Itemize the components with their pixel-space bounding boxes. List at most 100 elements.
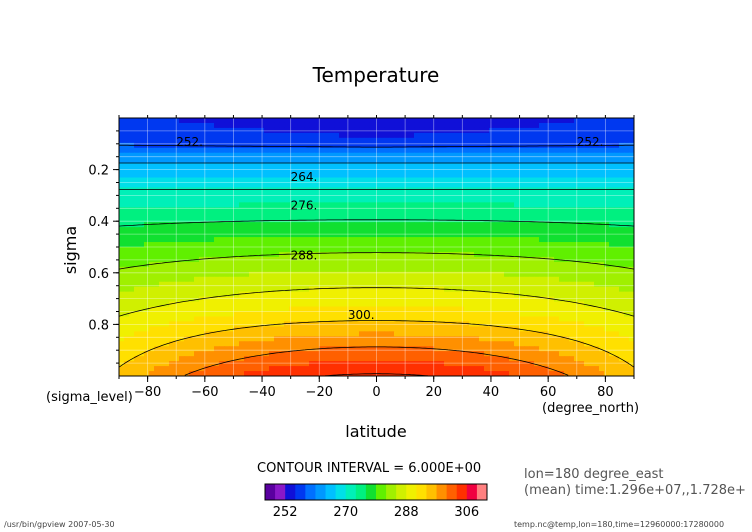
field-cell [514,251,520,258]
field-cell [504,147,510,154]
field-cell [289,202,295,208]
field-cell [564,212,570,218]
field-cell [344,296,350,303]
field-cell [229,316,235,323]
field-cell [189,172,195,179]
field-cell [319,281,325,288]
field-cell [119,227,125,233]
field-cell [334,152,340,159]
field-cell [119,261,125,268]
field-cell [309,157,315,164]
field-cell [509,237,515,243]
field-cell [629,321,634,327]
field-cell [354,118,360,124]
field-cell [559,247,565,253]
field-cell [339,118,345,124]
field-cell [559,167,565,174]
field-cell [209,296,215,303]
field-cell [434,232,440,238]
field-cell [594,118,600,124]
field-cell [199,192,205,198]
field-cell [419,202,425,208]
field-cell [139,152,145,159]
field-cell [219,271,225,278]
field-cell [619,127,625,134]
field-cell [359,256,365,263]
field-cell [304,118,310,124]
field-cell [284,261,290,268]
field-cell [324,152,330,159]
field-cell [249,271,255,278]
field-cell [214,256,220,263]
field-cell [389,316,395,323]
field-cell [574,157,580,164]
field-cell [584,251,590,258]
field-cell [219,306,225,313]
field-cell [454,316,460,323]
field-cell [499,197,505,203]
field-cell [299,261,305,268]
field-cell [369,331,375,337]
field-cell [484,217,490,223]
field-cell [519,291,525,298]
field-cell [234,336,240,342]
field-cell [224,242,230,248]
field-cell [399,132,405,139]
field-cell [519,351,525,357]
field-cell [449,142,455,149]
field-cell [499,152,505,159]
field-cell [384,192,390,198]
field-cell [474,152,480,159]
field-cell [124,306,130,313]
field-cell [494,167,500,174]
field-cell [514,142,520,149]
field-cell [474,341,480,347]
field-cell [514,286,520,293]
field-cell [494,177,500,184]
field-cell [149,127,155,134]
field-cell [559,351,565,357]
field-cell [564,157,570,164]
field-cell [149,222,155,228]
field-cell [159,167,165,174]
field-cell [419,346,425,352]
field-cell [439,182,445,189]
field-cell [479,222,485,228]
field-cell [444,157,450,164]
field-cell [464,227,470,233]
field-cell [139,266,145,273]
field-cell [194,301,200,308]
field-cell [394,197,400,203]
field-cell [119,147,125,154]
field-cell [434,256,440,263]
field-cell [154,321,160,327]
field-cell [589,341,595,347]
field-cell [229,197,235,203]
field-cell [569,157,575,164]
field-cell [489,157,495,164]
field-cell [579,346,585,352]
field-cell [374,286,380,293]
field-cell [324,237,330,243]
field-cell [409,291,415,298]
field-cell [434,261,440,268]
field-cell [424,118,430,124]
field-cell [204,261,210,268]
field-cell [214,346,220,352]
field-cell [269,217,275,223]
field-cell [389,177,395,184]
field-cell [139,212,145,218]
field-cell [249,177,255,184]
field-cell [384,346,390,352]
field-cell [124,212,130,218]
field-cell [609,346,615,352]
field-cell [214,321,220,327]
field-cell [409,222,415,228]
field-cell [389,301,395,308]
field-cell [624,122,630,129]
field-cell [579,251,585,258]
field-cell [419,137,425,144]
field-cell [449,336,455,342]
field-cell [334,137,340,144]
field-cell [529,301,535,308]
